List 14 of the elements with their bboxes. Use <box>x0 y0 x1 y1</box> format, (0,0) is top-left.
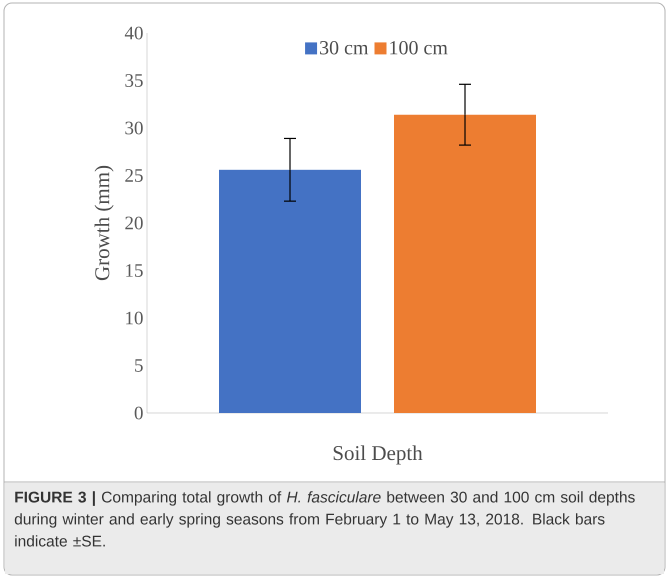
y-tick-label: 15 <box>126 264 143 277</box>
y-tick-label: 40 <box>124 26 143 40</box>
y-tick-label: 0 <box>134 406 143 420</box>
y-axis-title: Growth (mm) <box>94 166 114 280</box>
text: FIGURE 3 | Comparing total growth of H. fasciculare between 30 and 100 cm soil depths during winter and early spring seasons from February 1 to May 13, 2018. Black bars indicate ±SE. <box>14 491 635 547</box>
y-tick-label: 10 <box>126 312 143 324</box>
legend-label: 100 cm <box>390 40 448 54</box>
y-tick-label: 30 <box>125 122 143 134</box>
y-tick-label: 20 <box>125 216 143 230</box>
y-tick-label: 35 <box>125 74 143 87</box>
legend-label: 30 cm <box>320 40 368 54</box>
y-tick-label: 5 <box>135 359 143 372</box>
x-axis-title: Soil Depth <box>334 445 422 464</box>
y-tick-label: 25 <box>125 169 143 182</box>
